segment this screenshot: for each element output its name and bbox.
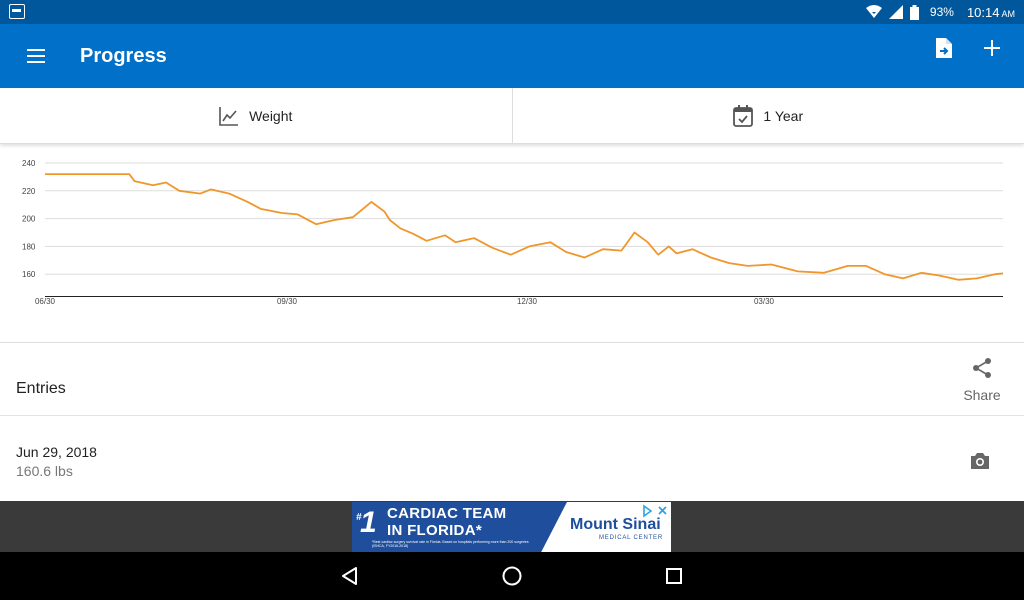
adchoices-icon[interactable]: [641, 504, 669, 518]
range-label: 1 Year: [763, 107, 804, 124]
entry-value: 160.6 lbs: [16, 463, 73, 479]
hamburger-menu-icon[interactable]: [24, 44, 48, 68]
share-icon: [973, 358, 991, 378]
divider: [0, 415, 1024, 416]
ad-fine-print: *Best cardiac surgery survival rate in F…: [372, 540, 529, 548]
clock-ampm: AM: [1001, 8, 1016, 19]
signal-icon: [888, 5, 903, 19]
status-bar: 93% 10:14 AM: [0, 0, 1024, 24]
y-tick-label: 160: [22, 270, 36, 279]
range-selector[interactable]: 1 Year: [511, 88, 1024, 143]
clock-time: 10:14: [966, 4, 1000, 20]
battery-icon: [909, 4, 919, 20]
x-tick-label: 12/30: [517, 297, 538, 306]
entries-title: Entries: [16, 380, 66, 397]
page-title: Progress: [80, 45, 167, 67]
ad-brand: Mount Sinai: [570, 516, 661, 533]
weight-chart: 240 220 200 180 160 06/30 09/30 12/30 03/30: [22, 159, 1004, 306]
metric-label: Weight: [249, 107, 293, 124]
battery-percent: 93%: [929, 5, 954, 19]
ad-brand-sub: MEDICAL CENTER: [599, 535, 663, 541]
wifi-icon: [865, 5, 882, 18]
ad-headline-2: IN FLORIDA*: [387, 522, 482, 539]
ad-number-mark: #: [356, 512, 362, 523]
app-bar: Progress: [0, 24, 1024, 88]
add-icon[interactable]: [980, 36, 1004, 60]
x-tick-label: 03/30: [754, 297, 775, 306]
ad-number-value: 1: [360, 506, 377, 539]
share-button[interactable]: Share: [958, 356, 1006, 406]
back-icon[interactable]: [338, 564, 362, 588]
x-tick-label: 09/30: [277, 297, 298, 306]
ad-bar: #1 CARDIAC TEAM IN FLORIDA* *Best cardia…: [0, 501, 1024, 552]
line-chart-icon: [219, 106, 239, 126]
ad-headline-1: CARDIAC TEAM: [387, 505, 507, 522]
entry-date: Jun 29, 2018: [16, 444, 97, 460]
system-nav-bar: [0, 552, 1024, 600]
y-tick-label: 220: [22, 187, 36, 196]
share-label: Share: [963, 387, 1001, 403]
camera-icon[interactable]: [968, 449, 992, 473]
app-notification-icon: [9, 4, 25, 19]
calendar-check-icon: [733, 104, 754, 127]
ad-panel: [352, 502, 567, 552]
y-tick-label: 200: [22, 215, 36, 224]
x-tick-label: 06/30: [35, 297, 56, 306]
metric-selector[interactable]: Weight: [0, 88, 512, 143]
clock: 10:14 AM: [967, 5, 1015, 20]
recents-icon[interactable]: [662, 564, 686, 588]
divider: [0, 342, 1024, 343]
weight-series-line: [45, 173, 1004, 281]
y-tick-label: 180: [22, 242, 36, 251]
home-icon[interactable]: [500, 564, 524, 588]
y-tick-label: 240: [22, 159, 36, 168]
list-item[interactable]: Jun 29, 2018 160.6 lbs: [0, 416, 1024, 501]
chart-selectors: Weight 1 Year: [0, 88, 1024, 144]
export-document-icon[interactable]: [932, 36, 956, 60]
ad-banner[interactable]: #1 CARDIAC TEAM IN FLORIDA* *Best cardia…: [352, 502, 671, 552]
ad-number: #1: [356, 506, 377, 540]
